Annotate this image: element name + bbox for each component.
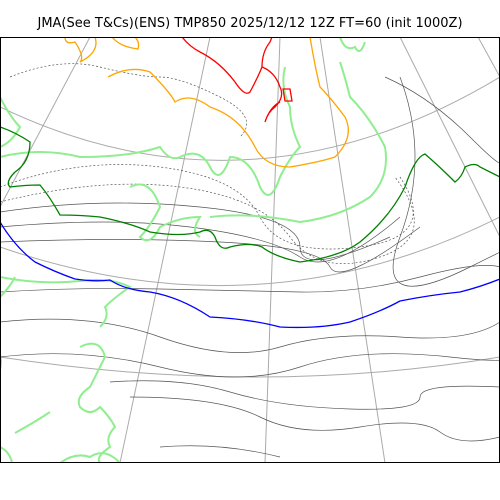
contour-line xyxy=(0,265,500,293)
isotherm-line xyxy=(64,37,97,63)
coastline-segment xyxy=(339,37,366,52)
contour-line xyxy=(0,226,421,273)
contour-line xyxy=(0,318,500,353)
coastline-segment xyxy=(0,66,302,196)
graticule-parallel xyxy=(0,76,500,161)
graticule xyxy=(0,37,500,463)
isotherm-blue xyxy=(0,221,500,329)
coastline-segment xyxy=(0,276,16,298)
graticule-meridian xyxy=(399,37,500,238)
coastline-segment xyxy=(0,96,22,148)
contour-line xyxy=(159,445,281,458)
contour-line xyxy=(0,216,401,263)
coastline-segment xyxy=(0,276,132,328)
graticule-meridian xyxy=(0,37,91,208)
graticule-parallel xyxy=(0,216,500,287)
contour-line xyxy=(0,176,415,264)
isotherm-line xyxy=(0,221,500,329)
isotherm-line xyxy=(0,126,500,263)
graticule-meridian xyxy=(319,37,386,463)
contour-line xyxy=(9,63,247,138)
coastline-segment xyxy=(209,61,387,224)
contour-line xyxy=(109,380,500,410)
graticule-parallel xyxy=(0,356,500,378)
graticule-meridian xyxy=(477,37,500,78)
graticule-meridian xyxy=(264,37,281,463)
coastline-segment xyxy=(59,452,121,463)
isotherm-green xyxy=(0,126,500,263)
coastline-segment xyxy=(129,183,202,242)
isotherm-orange xyxy=(64,37,349,168)
coastline-segment xyxy=(77,342,117,463)
isotherm-line xyxy=(107,37,349,168)
isotherm-line xyxy=(261,37,273,68)
isotherm-line xyxy=(282,88,293,102)
isotherm-line xyxy=(111,37,140,50)
graticule-meridian xyxy=(119,37,211,463)
coastline-segment xyxy=(0,446,13,463)
isotherm-red xyxy=(181,37,293,123)
weather-map xyxy=(0,37,500,463)
map-title: JMA(See T&Cs)(ENS) TMP850 2025/12/12 12Z… xyxy=(37,16,463,31)
contour-line xyxy=(392,76,500,287)
coastline-segment xyxy=(14,411,51,434)
coastline xyxy=(0,37,387,463)
contour-line xyxy=(129,396,500,442)
contour-line xyxy=(384,76,500,164)
